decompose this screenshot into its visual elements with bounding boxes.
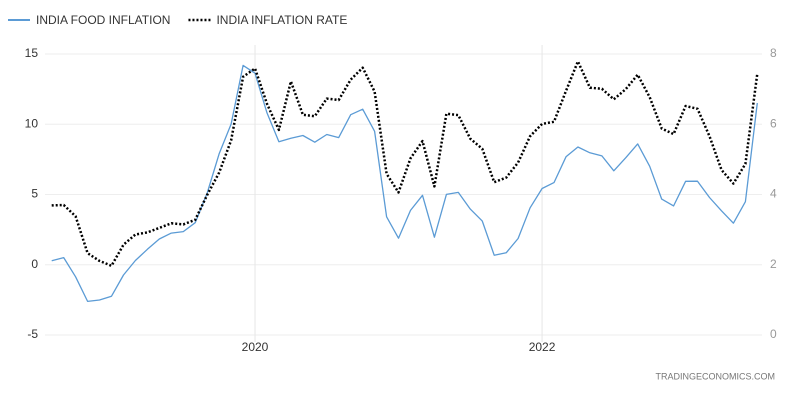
legend-label: INDIA INFLATION RATE xyxy=(216,13,347,27)
y-tick-label: 15 xyxy=(25,46,39,60)
y2-tick-label: 0 xyxy=(770,327,777,341)
y-tick-label: 5 xyxy=(31,187,38,201)
y2-tick-label: 2 xyxy=(770,257,777,271)
y-tick-label: 0 xyxy=(31,257,38,271)
source: TRADINGECONOMICS.COM xyxy=(655,371,775,381)
y2-tick-label: 6 xyxy=(770,116,777,130)
y2-tick-label: 8 xyxy=(770,46,777,60)
x-tick-label: 2022 xyxy=(529,340,556,354)
y-tick-label: -5 xyxy=(27,327,38,341)
series-line xyxy=(51,60,759,268)
y2-tick-label: 4 xyxy=(770,187,777,201)
series-line xyxy=(51,64,758,303)
legend-label: INDIA FOOD INFLATION xyxy=(36,13,170,27)
y-tick-label: 10 xyxy=(25,116,39,130)
x-tick-label: 2020 xyxy=(242,340,269,354)
